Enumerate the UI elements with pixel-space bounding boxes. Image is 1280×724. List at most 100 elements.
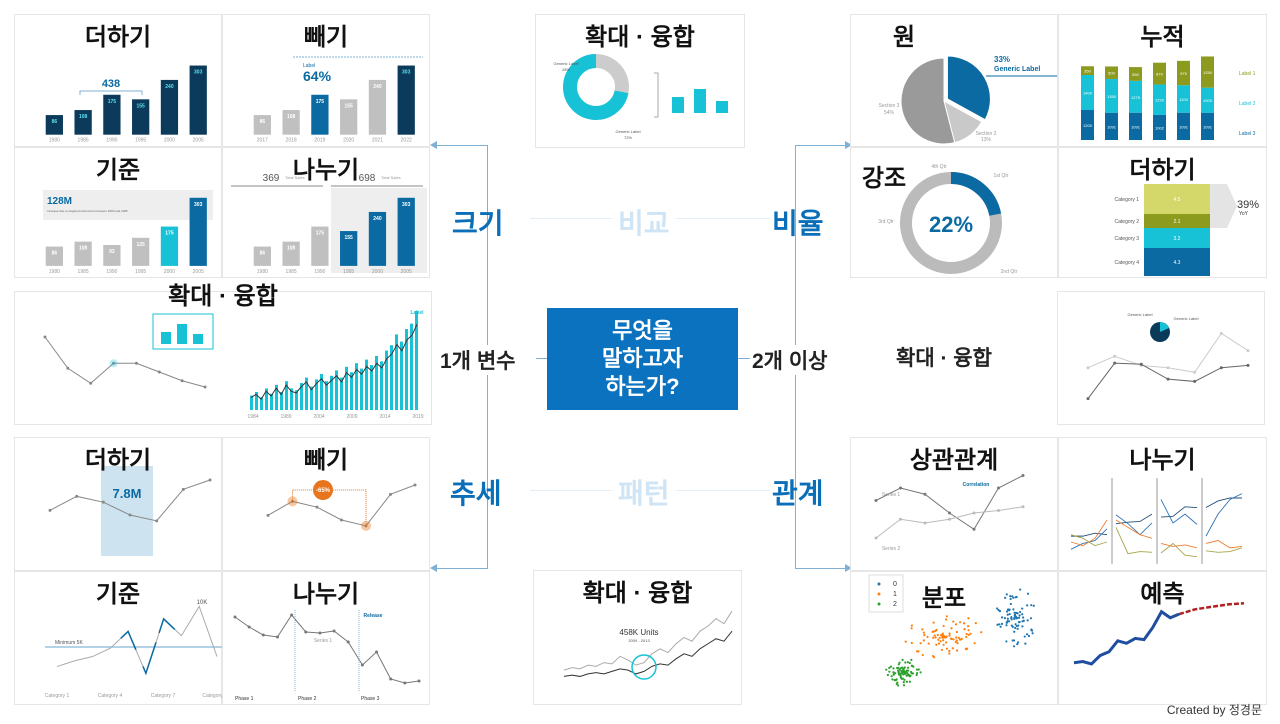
data-point	[48, 508, 52, 512]
quarter-label: 1st Qtr	[993, 173, 1008, 179]
data-point	[112, 361, 116, 365]
arrow-right-icon	[845, 141, 852, 149]
scatter-point	[903, 666, 906, 669]
x-tick-label: 1985	[78, 138, 89, 144]
scatter-point	[942, 624, 945, 628]
series-label: Series 2	[882, 546, 901, 552]
series-line	[1205, 497, 1242, 508]
bar	[330, 375, 333, 410]
bar	[410, 323, 413, 410]
scatter-point	[939, 634, 943, 637]
slice-value: 54%	[884, 110, 895, 116]
data-point	[1113, 354, 1117, 358]
bar	[320, 374, 323, 410]
segment-value: 350	[1084, 69, 1091, 74]
data-point	[346, 640, 350, 644]
scatter-point	[955, 649, 959, 652]
phase-label: Phase 3	[361, 696, 380, 702]
category-label: Category 2	[1115, 219, 1140, 225]
slice-label: Section 3	[879, 103, 900, 109]
bar	[253, 115, 271, 135]
scatter-point	[1021, 613, 1024, 616]
series-line	[1160, 499, 1198, 525]
stacked-segment	[1201, 112, 1214, 140]
release-label: Release	[364, 613, 383, 619]
slice-label: Generic Label	[554, 61, 579, 66]
scatter-point	[1012, 596, 1015, 599]
data-point	[66, 366, 70, 370]
scatter-point	[1005, 593, 1008, 596]
central-question: 무엇을 말하고자 하는가?	[547, 308, 738, 410]
label-multi-variable: 2개 이상	[752, 345, 828, 375]
scatter-point	[942, 634, 946, 638]
scatter-point	[1005, 610, 1009, 613]
quarter-label: 2nd Qtr	[1001, 269, 1018, 275]
category-label: Category 3	[1115, 236, 1140, 242]
scatter-point	[944, 635, 948, 639]
data-point	[1086, 397, 1090, 401]
stacked-segment	[1129, 112, 1142, 140]
scatter-point	[1023, 635, 1026, 638]
data-point	[290, 613, 294, 617]
annotation-value: 64%	[303, 68, 332, 84]
x-tick-label: 2020	[343, 138, 354, 144]
chart-title: 상관관계	[909, 447, 999, 474]
total-value: 369	[263, 173, 280, 184]
data-point	[375, 650, 379, 654]
segment-value: 3.2	[1174, 236, 1181, 242]
arrow-left-icon	[430, 141, 437, 149]
scatter-point	[996, 607, 999, 610]
bar	[340, 99, 358, 135]
scatter-point	[974, 621, 977, 625]
bar	[345, 366, 348, 410]
data-point	[247, 625, 251, 629]
bar-value-label: 155	[344, 235, 353, 241]
scatter-point	[905, 680, 909, 683]
scatter-point	[956, 642, 959, 645]
legend-label: Label 2	[1239, 101, 1256, 107]
chart-title: 기준	[95, 157, 141, 184]
segment-value: 1100	[1179, 97, 1188, 102]
x-tick-label: 2018	[286, 138, 297, 144]
data-point	[134, 361, 138, 365]
bar-value-label: 175	[165, 231, 174, 237]
bar	[375, 356, 378, 410]
bar-value-label: 175	[108, 99, 117, 105]
scatter-point	[937, 638, 940, 641]
bar	[395, 334, 398, 410]
scatter-point	[892, 673, 895, 676]
scatter-point	[1011, 625, 1014, 628]
chart-card-rb3: 0 1 2 분포	[850, 571, 1058, 705]
bar	[253, 246, 271, 266]
scatter-point	[951, 647, 954, 650]
data-point	[1219, 331, 1223, 335]
scatter-point	[942, 639, 945, 642]
segment-value: 1400	[1083, 91, 1093, 96]
difference-value: -65%	[316, 488, 331, 494]
branch-ratio: 비율	[772, 208, 824, 239]
scatter-point	[902, 673, 905, 676]
chart-rb4	[1073, 601, 1245, 666]
data-point	[1246, 363, 1250, 367]
series-line	[1160, 506, 1198, 518]
bar	[368, 79, 387, 135]
bar-value-label: 108	[287, 114, 296, 120]
bar	[390, 345, 393, 410]
chart-rt1: 33% Generic Label Section 213% Section 354%	[879, 55, 1057, 145]
scatter-point	[1004, 596, 1007, 599]
scatter-point	[900, 677, 903, 680]
chart-card-rm: Generic Label Generic Label	[1057, 291, 1265, 425]
x-tick-label: 2022	[401, 138, 412, 144]
bar	[189, 197, 207, 266]
scatter-point	[917, 650, 920, 653]
scatter-point	[965, 632, 968, 636]
data-point	[997, 509, 1000, 512]
branch-size: 크기	[452, 208, 504, 239]
scatter-point	[1006, 608, 1010, 611]
scatter-point	[936, 633, 939, 637]
chart-title: 원	[892, 24, 916, 51]
stacked-segment	[1105, 78, 1118, 113]
scatter-point	[1016, 641, 1020, 644]
scatter-point	[917, 668, 920, 671]
